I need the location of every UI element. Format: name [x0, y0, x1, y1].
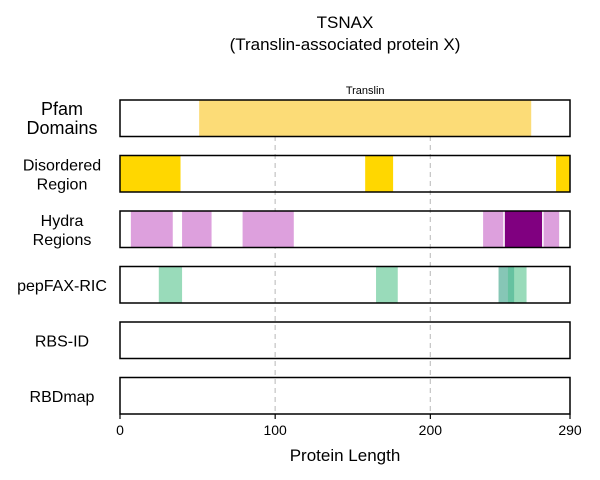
segment — [504, 211, 543, 248]
track-label: pepFAX-RIC — [17, 278, 107, 295]
segment — [365, 155, 394, 192]
segment — [543, 211, 560, 248]
gridlines — [274, 100, 431, 414]
x-axis-label: Protein Length — [290, 446, 401, 465]
track-frame — [119, 321, 571, 360]
segment — [182, 211, 212, 248]
x-tick-label: 200 — [419, 422, 443, 438]
segment — [120, 155, 181, 192]
track-label: RBS-ID — [35, 333, 89, 350]
track-label: Hydra — [41, 213, 84, 230]
track-rbs-id: RBS-ID — [35, 321, 571, 360]
x-tick-label: 290 — [558, 422, 582, 438]
chart-subtitle: (Translin-associated protein X) — [230, 35, 461, 54]
track-frame — [119, 376, 571, 415]
x-axis: 0 100 200 290 — [116, 414, 582, 438]
segment — [158, 266, 183, 303]
segment — [507, 266, 515, 303]
track-label: Pfam — [41, 99, 83, 119]
segment — [556, 155, 570, 192]
track-frame — [119, 210, 571, 249]
track-label: Region — [37, 176, 88, 193]
track-disordered-region: Disordered Region — [23, 154, 571, 193]
chart-title: TSNAX — [317, 13, 374, 32]
segment-label: Translin — [346, 85, 385, 97]
segment — [498, 266, 508, 303]
x-tick-label: 100 — [263, 422, 287, 438]
segment — [242, 211, 294, 248]
track-rbdmap: RBDmap — [30, 376, 571, 415]
track-frame — [119, 154, 571, 193]
segment — [199, 100, 532, 137]
segment — [130, 211, 173, 248]
x-tick-label: 0 — [116, 422, 124, 438]
track-frame — [119, 265, 571, 304]
track-pepfax-ric: pepFAX-RIC — [17, 265, 571, 304]
segment — [483, 211, 504, 248]
track-label: Regions — [33, 232, 92, 249]
track-frame — [119, 99, 571, 138]
track-label: RBDmap — [30, 389, 95, 406]
segment — [376, 266, 398, 303]
track-hydra-regions: Hydra Regions — [33, 210, 571, 249]
track-label: Domains — [26, 118, 97, 138]
track-label: Disordered — [23, 157, 101, 174]
